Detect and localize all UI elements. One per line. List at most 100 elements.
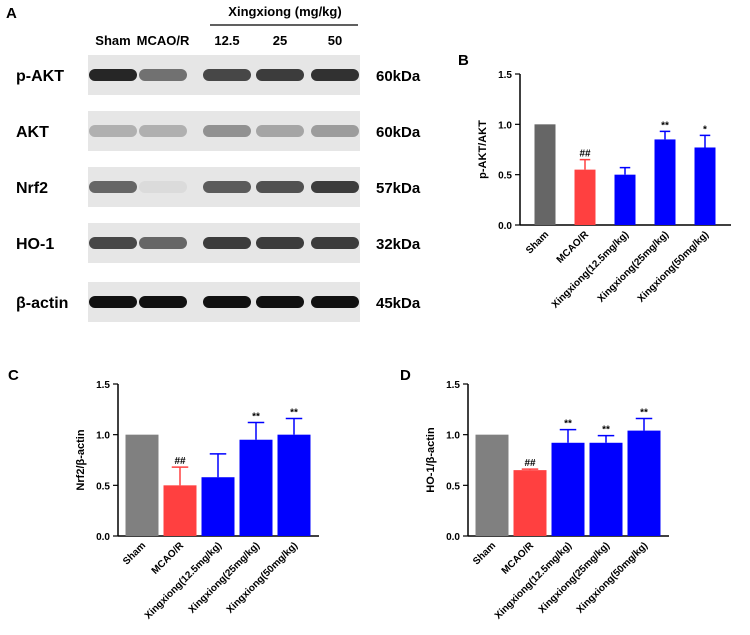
error-bar — [209, 453, 227, 478]
y-axis-label: HO-1/β-actin — [425, 427, 437, 493]
error-bar — [579, 158, 591, 170]
band — [139, 237, 187, 249]
error-bar — [699, 134, 711, 148]
error-bar — [171, 466, 189, 486]
panel-label: A — [6, 5, 17, 22]
band — [311, 125, 359, 137]
error-bar — [635, 417, 653, 431]
significance-label: ## — [174, 456, 186, 467]
bar — [277, 434, 311, 536]
band — [256, 69, 304, 81]
significance-label: ** — [290, 407, 298, 418]
y-tick-label: 1.5 — [96, 380, 110, 391]
error-bar — [559, 428, 577, 443]
panel-label: D — [400, 367, 411, 384]
y-axis-label: p-AKT/AKT — [477, 120, 489, 179]
bar — [574, 169, 596, 225]
band — [139, 296, 187, 308]
band — [311, 181, 359, 193]
band — [256, 181, 304, 193]
x-tick-label: MCAO/R — [500, 540, 537, 577]
band — [139, 181, 187, 193]
bar — [654, 139, 676, 225]
lane-label: 12.5 — [214, 33, 239, 48]
lane-label: Sham — [95, 33, 130, 48]
error-bar — [619, 166, 631, 175]
x-tick-label: Xingxiong(25mg/kg) — [187, 540, 262, 615]
y-tick-label: 0.5 — [96, 481, 110, 492]
panel-label: C — [8, 367, 19, 384]
bar — [201, 477, 235, 536]
x-tick-label: Xingxiong(12.5mg/kg) — [143, 540, 224, 621]
bar — [614, 174, 636, 225]
y-tick-label: 0.5 — [446, 481, 460, 492]
lane-label: 25 — [273, 33, 287, 48]
y-tick-label: 0.0 — [446, 532, 460, 543]
panel-label: B — [458, 52, 469, 69]
x-tick-label: Xingxiong(12.5mg/kg) — [550, 229, 631, 310]
band — [139, 125, 187, 137]
protein-label: Nrf2 — [16, 180, 48, 197]
x-tick-label: Xingxiong(25mg/kg) — [537, 540, 612, 615]
band — [89, 69, 137, 81]
error-bar — [247, 421, 265, 440]
x-tick-label: Sham — [524, 229, 551, 256]
y-tick-label: 1.0 — [498, 120, 512, 131]
size-label: 60kDa — [376, 68, 421, 85]
significance-label: ** — [661, 120, 669, 131]
bar — [239, 439, 273, 536]
x-tick-label: Xingxiong(12.5mg/kg) — [493, 540, 574, 621]
x-tick-label: Xingxiong(50mg/kg) — [636, 229, 711, 304]
significance-label: ## — [579, 149, 591, 160]
band — [256, 296, 304, 308]
band — [203, 296, 251, 308]
size-label: 60kDa — [376, 124, 421, 141]
lane-label: 50 — [328, 33, 342, 48]
bar — [513, 470, 547, 536]
significance-label: ** — [640, 407, 648, 418]
band — [89, 181, 137, 193]
x-tick-label: MCAO/R — [150, 540, 187, 577]
bar — [627, 430, 661, 536]
y-tick-label: 1.0 — [96, 431, 110, 442]
x-tick-label: Xingxiong(50mg/kg) — [575, 540, 650, 615]
y-tick-label: 0.5 — [498, 171, 512, 182]
error-bar — [285, 417, 303, 435]
band — [203, 237, 251, 249]
significance-label: ** — [252, 412, 260, 423]
lane-label: MCAO/R — [137, 33, 190, 48]
bar — [475, 434, 509, 536]
blot-header: Xingxiong (mg/kg) — [228, 4, 341, 19]
y-tick-label: 1.5 — [498, 70, 512, 81]
significance-label: * — [703, 124, 707, 135]
x-tick-label: Sham — [121, 540, 148, 567]
x-tick-label: Xingxiong(25mg/kg) — [596, 229, 671, 304]
band — [256, 125, 304, 137]
bar — [551, 442, 585, 536]
band — [311, 69, 359, 81]
protein-label: β-actin — [16, 295, 68, 312]
significance-label: ## — [524, 458, 536, 469]
x-tick-label: Xingxiong(50mg/kg) — [225, 540, 300, 615]
band — [89, 125, 137, 137]
band — [311, 237, 359, 249]
y-axis-label: Nrf2/β-actin — [75, 429, 87, 490]
error-bar — [659, 130, 671, 140]
size-label: 32kDa — [376, 236, 421, 253]
band — [203, 69, 251, 81]
protein-label: AKT — [16, 124, 49, 141]
error-bar — [521, 468, 539, 471]
x-tick-label: Sham — [471, 540, 498, 567]
bar — [589, 442, 623, 536]
protein-label: p-AKT — [16, 68, 64, 85]
y-tick-label: 1.5 — [446, 380, 460, 391]
band — [256, 237, 304, 249]
bar — [694, 147, 716, 225]
band — [203, 125, 251, 137]
band — [89, 237, 137, 249]
y-tick-label: 1.0 — [446, 431, 460, 442]
y-tick-label: 0.0 — [96, 532, 110, 543]
x-tick-label: MCAO/R — [555, 229, 592, 266]
y-tick-label: 0.0 — [498, 221, 512, 232]
